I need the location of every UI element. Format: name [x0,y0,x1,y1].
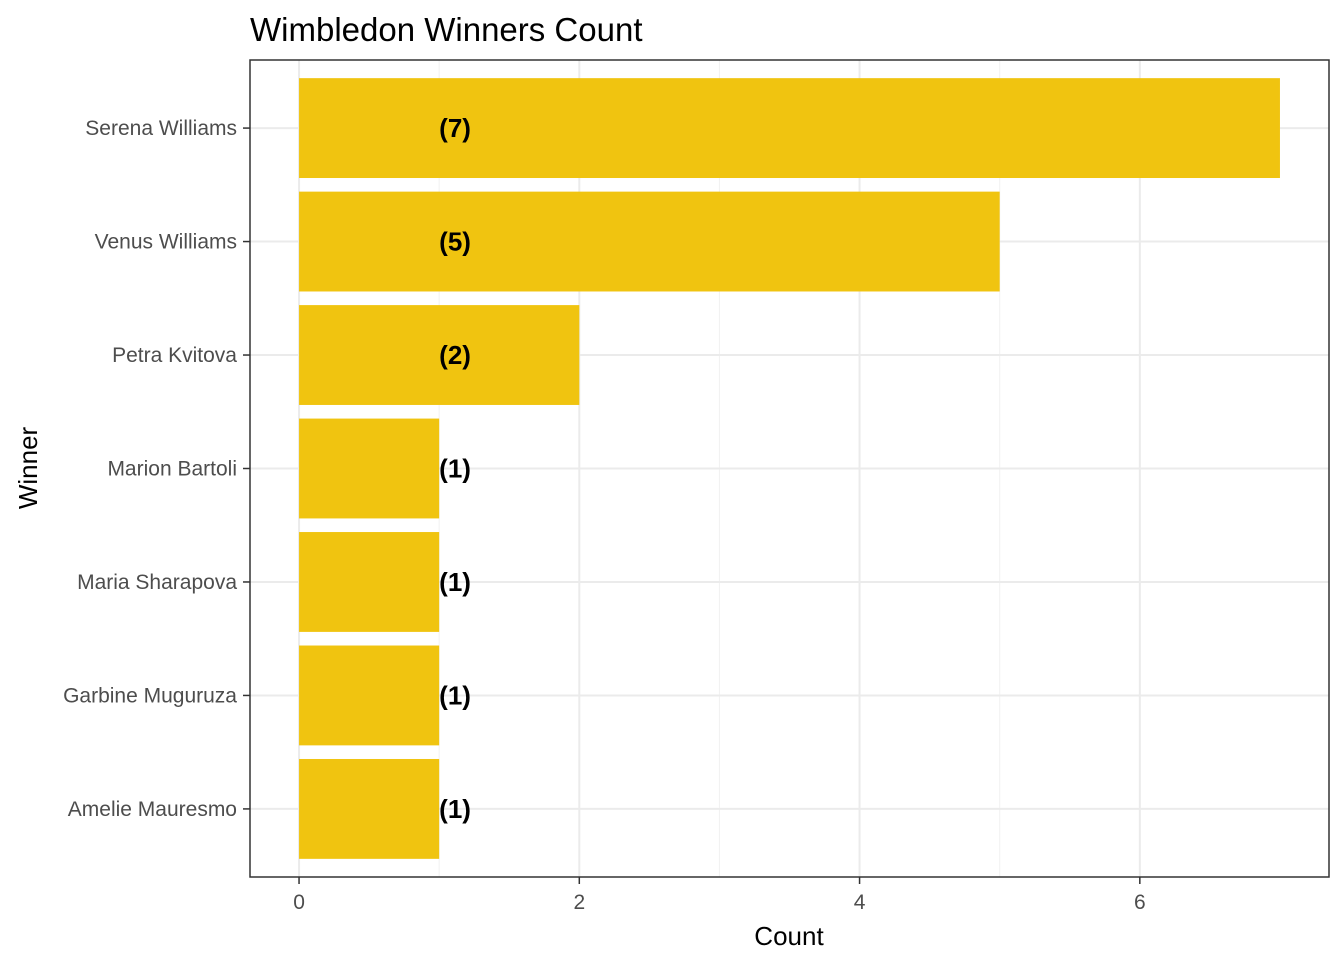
x-axis-title: Count [754,921,824,951]
x-tick-label: 2 [573,891,585,914]
bar [299,78,1280,179]
y-axis-title: Winner [13,426,43,509]
data-label: (1) [439,454,471,484]
bar [299,532,440,632]
y-tick-label: Garbine Muguruza [63,684,237,707]
bar [299,645,440,746]
data-label: (2) [439,340,471,370]
data-label: (5) [439,227,471,257]
bars [299,78,1280,859]
x-tick-label: 0 [293,891,305,914]
data-label: (7) [439,113,471,143]
y-axis: Serena Williams Venus Williams Petra Kvito… [63,117,250,821]
bar [299,758,440,859]
bar [299,191,1000,292]
chart-title: Wimbledon Winners Count [250,11,643,48]
data-label: (1) [439,794,471,824]
y-tick-label: Venus Williams [95,231,237,254]
y-tick-label: Amelie Mauresmo [68,798,237,821]
plot-panel: (7) (5) (2) (1) (1) (1) (1) [249,59,1330,878]
data-labels: (7) (5) (2) (1) (1) (1) (1) [439,113,471,824]
x-tick-label: 4 [854,891,866,914]
data-label: (1) [439,680,471,710]
x-tick-label: 6 [1134,891,1146,914]
y-tick-label: Marion Bartoli [107,458,237,481]
y-tick-label: Petra Kvitova [112,344,237,367]
data-label: (1) [439,567,471,597]
y-tick-label: Maria Sharapova [77,571,237,594]
bar [299,418,440,519]
y-tick-label: Serena Williams [85,117,237,140]
x-axis: 0 2 4 6 [293,877,1146,914]
bar [299,305,580,405]
